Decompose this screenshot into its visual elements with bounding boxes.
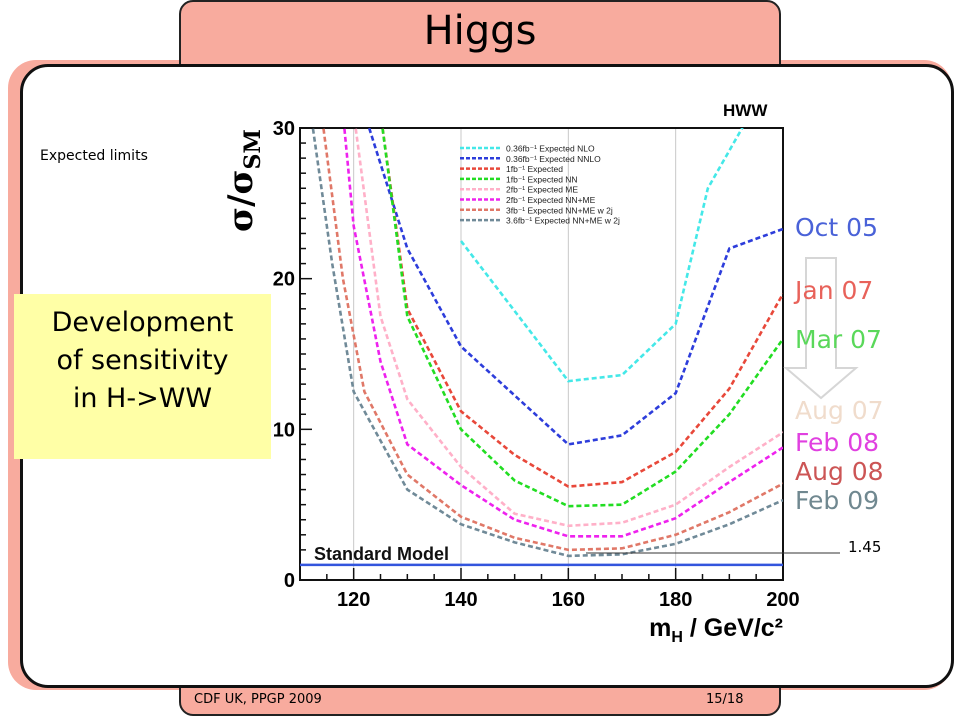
legend-label: 2fb⁻¹ Expected ME — [506, 185, 578, 195]
timeline-arrow — [783, 257, 859, 400]
legend-label: 2fb⁻¹ Expected NN+ME — [506, 195, 596, 205]
x-tick-label: 180 — [659, 589, 692, 611]
timeline-feb09: Feb 09 — [795, 486, 880, 515]
sm-value-label: 1.45 — [848, 538, 882, 556]
development-note: Development of sensitivity in H->WW — [14, 294, 271, 459]
timeline-jan07: Jan 07 — [795, 276, 874, 305]
x-axis-title: mH / GeV/c² — [649, 614, 783, 646]
development-line-2: of sensitivity — [56, 345, 229, 376]
x-tick-label: 160 — [552, 589, 585, 611]
development-line-1: Development — [51, 307, 234, 338]
y-tick-label: 20 — [273, 269, 295, 291]
legend-label: 1fb⁻¹ Expected — [506, 164, 563, 174]
timeline-mar07: Mar 07 — [795, 325, 882, 354]
legend-label: 3.6fb⁻¹ Expected NN+ME w 2j — [506, 216, 620, 226]
x-tick-label: 200 — [766, 589, 799, 611]
series-line-2 — [367, 128, 783, 446]
series-line-6 — [343, 128, 783, 538]
axis-layer: 120 140 160 180 200 0 10 20 30 mH / GeV/c² σ/σSM — [221, 118, 800, 646]
timeline-oct05: Oct 05 — [795, 213, 878, 242]
footer-conference: CDF UK, PPGP 2009 — [194, 692, 322, 707]
development-line-3: in H->WW — [72, 383, 213, 414]
footer-page-number: 15/18 — [706, 692, 744, 707]
timeline-feb08: Feb 08 — [795, 428, 880, 457]
slide-title: Higgs — [423, 8, 537, 54]
y-axis-title: σ/σSM — [221, 129, 266, 232]
standard-model-label: Standard Model — [314, 544, 449, 564]
legend-label: 1fb⁻¹ Expected NN — [506, 174, 578, 184]
timeline-aug07: Aug 07 — [795, 396, 884, 425]
series-line-3 — [381, 128, 783, 488]
x-tick-label: 140 — [444, 589, 477, 611]
legend-label: 3fb⁻¹ Expected NN+ME w 2j — [506, 205, 613, 215]
chart-title: HWW — [723, 101, 768, 120]
series-line-1 — [459, 128, 744, 383]
grid-layer — [353, 128, 677, 580]
series-layer: Standard Model — [300, 128, 783, 567]
series-line-7 — [322, 128, 783, 552]
series-line-8 — [311, 128, 783, 558]
series-line-5 — [354, 128, 783, 528]
y-tick-label: 10 — [273, 419, 295, 441]
series-line-4 — [381, 128, 783, 508]
x-tick-label: 120 — [337, 589, 370, 611]
legend-label: 0.36fb⁻¹ Expected NLO — [506, 144, 595, 154]
y-tick-label: 30 — [273, 118, 295, 140]
legend-label: 0.36fb⁻¹ Expected NNLO — [506, 154, 601, 164]
expected-limits-label: Expected limits — [40, 148, 148, 164]
timeline-aug08: Aug 08 — [795, 457, 884, 486]
y-tick-label: 0 — [284, 570, 295, 592]
